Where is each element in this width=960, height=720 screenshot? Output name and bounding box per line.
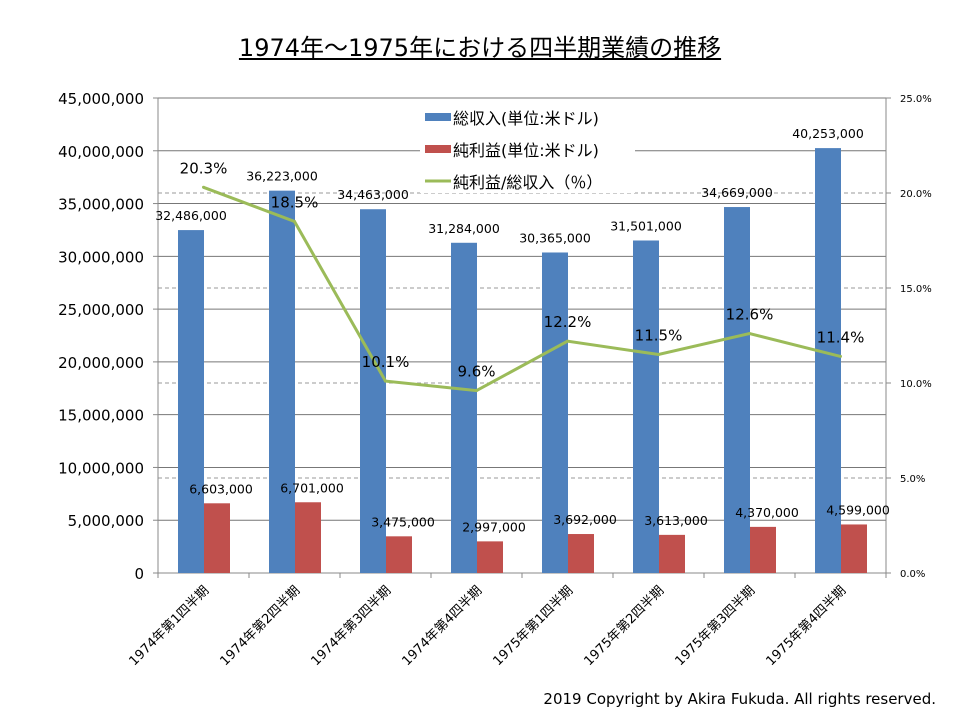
ratio-point: [839, 354, 842, 358]
line-data-label: 18.5%: [271, 194, 319, 212]
y-tick-label: 25,000,000: [58, 301, 144, 319]
line-data-label: 12.6%: [726, 306, 774, 324]
bar-data-label: 6,701,000: [280, 480, 344, 495]
y2-tick-label: 15.0%: [900, 284, 932, 295]
copyright: 2019 Copyright by Akira Fukuda. All righ…: [543, 690, 936, 708]
bar-profit: [750, 526, 776, 573]
ratio-point: [566, 339, 569, 343]
x-tick-label: 1974年第4四半期: [400, 583, 486, 669]
ratio-point: [657, 353, 660, 356]
y-tick-label: 35,000,000: [58, 196, 144, 214]
legend-label: 総収入(単位:米ドル): [453, 109, 599, 128]
legend-bg: [420, 105, 635, 129]
chart-title: 1974年～1975年における四半期業績の推移: [238, 34, 722, 62]
x-tick-label: 1974年第2四半期: [218, 583, 304, 669]
x-tick-label: 1975年第2四半期: [582, 583, 668, 669]
legend-swatch: [425, 113, 451, 121]
line-data-label: 10.1%: [362, 353, 410, 371]
bar-data-label: 2,997,000: [462, 519, 526, 534]
line-data-label: 20.3%: [180, 159, 228, 177]
legend-bg: [420, 169, 635, 193]
ratio-point: [475, 389, 478, 393]
bar-data-label: 31,501,000: [610, 218, 682, 233]
y2-tick-label: 0.0%: [900, 569, 925, 580]
ratio-point: [293, 220, 296, 223]
bar-data-label: 34,669,000: [701, 185, 773, 200]
y-tick-label: 45,000,000: [58, 90, 144, 108]
ratio-point: [384, 379, 387, 383]
y-tick-label: 5,000,000: [68, 512, 144, 530]
y2-tick-label: 10.0%: [900, 379, 932, 390]
ratio-line: [202, 185, 841, 393]
legend-swatch: [425, 145, 451, 153]
bar-profit: [386, 536, 412, 573]
line-data-label: 12.2%: [544, 313, 592, 331]
x-tick-label: 1975年第4四半期: [764, 583, 850, 669]
ratio-point: [202, 185, 205, 189]
y-tick-label: 20,000,000: [58, 354, 144, 372]
bar-revenue: [451, 242, 477, 573]
legend-label: 純利益(単位:米ドル): [453, 141, 599, 160]
x-tick-label: 1974年第3四半期: [309, 583, 395, 669]
line-data-label: 11.5%: [635, 327, 683, 345]
y2-tick-label: 25.0%: [900, 94, 932, 105]
y-tick-label: 0: [134, 565, 144, 583]
y2-tick-label: 5.0%: [900, 474, 925, 485]
y-tick-label: 40,000,000: [58, 143, 144, 161]
bar-profit: [295, 502, 321, 573]
bar-revenue: [724, 207, 750, 573]
x-tick-label: 1975年第1四半期: [491, 583, 577, 669]
bar-revenue: [815, 148, 841, 573]
y-tick-label: 30,000,000: [58, 248, 144, 266]
bar-data-label: 30,365,000: [519, 230, 591, 245]
bar-profit: [841, 524, 867, 573]
ratio-point: [748, 332, 751, 336]
x-tick-label: 1974年第1四半期: [127, 583, 213, 669]
bar-revenue: [178, 230, 204, 573]
x-tick-label: 1975年第3四半期: [673, 583, 759, 669]
bar-revenue: [269, 190, 295, 573]
legend-label: 純利益/総収入（％）: [453, 173, 602, 192]
y-tick-label: 15,000,000: [58, 407, 144, 425]
bar-profit: [204, 503, 230, 573]
bar-data-label: 36,223,000: [246, 169, 318, 184]
line-data-label: 9.6%: [457, 363, 495, 381]
bar-data-label: 3,475,000: [371, 514, 435, 529]
y2-tick-label: 20.0%: [900, 189, 932, 200]
bar-data-label: 3,613,000: [644, 513, 708, 528]
bar-data-label: 4,370,000: [735, 505, 799, 520]
bar-revenue: [633, 240, 659, 573]
bar-data-label: 4,599,000: [826, 502, 890, 517]
bar-profit: [568, 534, 594, 573]
line-data-label: 11.4%: [817, 328, 865, 346]
bar-data-label: 34,463,000: [337, 187, 409, 202]
bar-data-label: 32,486,000: [155, 208, 227, 223]
y-tick-label: 10,000,000: [58, 459, 144, 477]
bar-data-label: 40,253,000: [792, 126, 864, 141]
bar-profit: [659, 534, 685, 573]
bar-data-label: 3,692,000: [553, 512, 617, 527]
bar-revenue: [542, 252, 568, 573]
bar-data-label: 6,603,000: [189, 481, 253, 496]
bar-revenue: [360, 209, 386, 574]
bar-data-label: 31,284,000: [428, 221, 500, 236]
legend-bg: [420, 137, 635, 161]
bar-profit: [477, 541, 503, 573]
